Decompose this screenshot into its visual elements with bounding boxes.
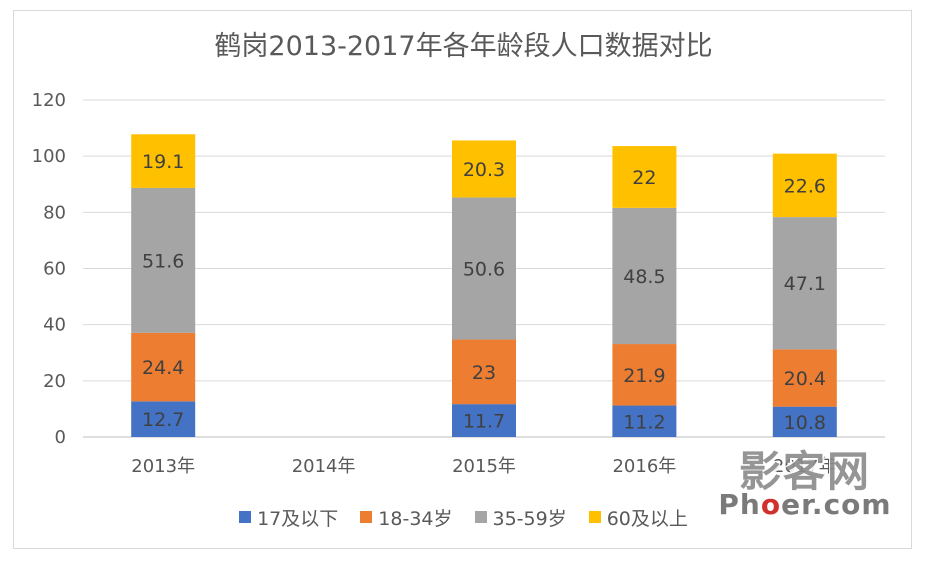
data-label: 10.8 [784,412,826,434]
bar-segment [612,405,677,437]
bar-segment [131,134,196,188]
bar-segment [612,146,677,208]
bar-segment [772,153,837,218]
data-label: 47.1 [784,273,826,295]
legend-swatch [588,511,601,523]
bar-segment [772,349,837,407]
data-label: 22 [632,167,656,189]
bar-segment [772,406,837,437]
data-label: 11.7 [463,411,505,433]
x-tick-label: 2013年 [131,456,195,477]
bar-segment [131,401,196,437]
y-axis-ticks: 0 20 40 60 80 100 120 [32,90,66,448]
legend-label: 60及以上 [606,507,688,530]
y-tick-label: 40 [43,315,66,336]
y-tick-label: 20 [43,371,66,392]
y-tick-label: 100 [32,146,66,167]
x-tick-label: 2016年 [612,456,676,477]
data-label: 19.1 [142,151,184,173]
bar-segment [452,140,516,198]
legend-label: 35-59岁 [492,507,567,530]
legend-swatch [239,511,252,523]
data-label: 23 [472,362,496,384]
data-label: 21.9 [623,365,665,387]
bar-segment [772,217,837,350]
data-label: 24.4 [142,357,184,379]
x-tick-label: 2017年 [773,456,837,477]
bar-segment [131,187,196,333]
y-tick-label: 80 [43,202,66,223]
legend-label: 17及以下 [257,507,339,530]
data-label: 11.2 [623,411,665,433]
legend-item: 18-34岁 [360,504,453,531]
bar-segment [452,404,516,437]
legend: 17及以下 18-34岁 35-59岁 60及以上 [0,502,927,532]
watermark-main: 影客网 [738,447,871,496]
data-label: 20.4 [784,368,826,390]
data-label: 12.7 [142,409,184,431]
y-tick-label: 120 [32,90,66,111]
y-tick-label: 60 [43,259,66,280]
bar-segment [452,197,516,340]
data-label: 48.5 [623,266,665,288]
data-label: 51.6 [142,250,184,272]
data-label: 22.6 [784,175,826,197]
legend-swatch [360,511,373,523]
bar-segment [131,332,196,402]
bar-segment [612,207,677,345]
x-tick-label: 2015年 [452,456,516,477]
legend-label: 18-34岁 [378,507,453,530]
legend-item: 17及以下 [239,504,338,531]
x-tick-label: 2014年 [292,456,356,477]
data-label: 50.6 [463,259,505,281]
chart-title: 鹤岗2013-2017年各年龄段人口数据对比 [214,31,713,62]
data-labels: 12.7 24.4 51.6 19.1 11.7 23 50.6 20.3 11.2 21.9 48… [142,151,826,434]
data-label: 20.3 [463,159,505,181]
legend-item: 35-59岁 [474,504,567,531]
x-axis-ticks: 2013年 2014年 2015年 2016年 2017年 [131,456,836,477]
bar-segment [612,344,677,406]
watermark-sub: Phoer.com [718,488,892,521]
bars [131,134,837,437]
watermark-logo: 影客网 Phoer.com [715,438,895,523]
legend-item: 60及以上 [588,504,688,531]
y-tick-label: 0 [55,427,66,448]
bar-segment [452,339,516,405]
legend-swatch [474,511,487,523]
